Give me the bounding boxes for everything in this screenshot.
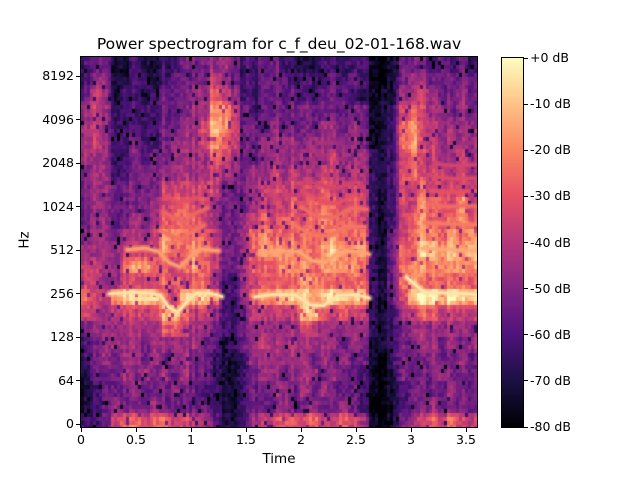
x-tick-mark [300,428,302,432]
spectrogram-image [81,57,477,427]
x-axis-label: Time [262,451,296,467]
y-tick-mark [76,293,80,294]
colorbar-tick-label: -80 dB [530,419,571,434]
colorbar-gradient [502,58,523,427]
x-tick-mark [135,428,137,432]
y-tick-label: 4096 [42,111,74,127]
colorbar [501,57,524,428]
y-tick-label: 0 [66,416,74,431]
x-tick-mark [245,428,247,432]
colorbar-tick-label: -50 dB [530,280,571,296]
x-tick-label: 3.5 [456,432,476,447]
colorbar-tick-mark [524,334,528,336]
colorbar-tick-mark [524,242,528,243]
y-tick-label: 256 [50,285,74,301]
x-tick-mark [190,428,192,432]
y-tick-label: 128 [50,329,74,344]
chart-title: Power spectrogram for c_f_deu_02-01-168.… [96,35,462,53]
x-tick-label: 3 [407,432,415,447]
colorbar-tick-label: +0 dB [530,50,569,65]
colorbar-tick-mark [524,288,528,290]
x-tick-mark [465,428,467,432]
y-tick-mark [76,162,80,164]
colorbar-tick-mark [524,380,528,382]
y-tick-mark [76,249,80,251]
x-tick-label: 1.5 [236,432,256,447]
colorbar-tick-mark [524,149,528,151]
x-tick-label: 2 [297,432,305,447]
y-tick-mark [76,206,80,207]
y-tick-label: 1024 [42,198,74,214]
colorbar-tick-mark [524,195,528,197]
colorbar-tick-mark [524,103,528,105]
y-tick-label: 512 [50,242,74,257]
y-tick-label: 64 [58,372,74,388]
y-tick-label: 2048 [42,155,74,170]
y-tick-mark [76,380,80,381]
y-tick-mark [76,119,80,120]
colorbar-tick-mark [524,57,528,59]
y-tick-mark [76,75,80,77]
colorbar-tick-label: -60 dB [530,326,571,342]
x-tick-label: 0.5 [126,432,146,447]
x-tick-mark [80,428,82,432]
spectrogram-plot-area [80,56,478,428]
x-tick-label: 2.5 [346,432,366,447]
colorbar-tick-mark [524,426,528,428]
x-tick-label: 1 [187,432,195,447]
x-tick-mark [410,428,412,432]
colorbar-tick-label: -70 dB [530,372,571,388]
x-tick-mark [355,428,357,432]
colorbar-tick-label: -40 dB [530,234,571,250]
colorbar-tick-label: -20 dB [530,142,571,158]
y-tick-mark [76,423,80,425]
colorbar-tick-label: -30 dB [530,188,571,204]
colorbar-tick-label: -10 dB [530,96,571,112]
y-tick-label: 8192 [42,68,74,83]
x-tick-label: 0 [77,432,85,447]
y-tick-mark [76,336,80,338]
